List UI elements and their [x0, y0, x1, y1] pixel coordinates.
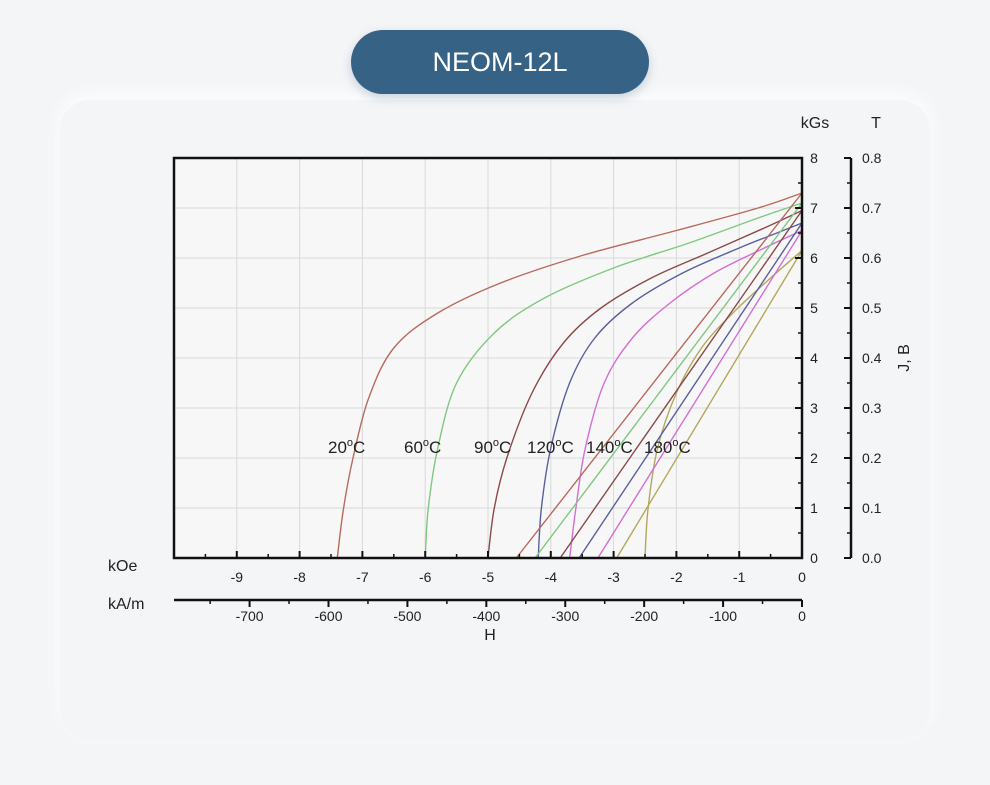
series-label-180c: 180oC [644, 437, 691, 457]
y-tick-label-tesla: 0.1 [862, 500, 882, 516]
y-tick-label-tesla: 0.7 [862, 200, 882, 216]
x-tick-label-koe: -8 [293, 569, 306, 585]
chart-curves [336, 192, 803, 559]
y-tick-label-kgs: 2 [810, 450, 818, 466]
y-tick-label-kgs: 6 [810, 250, 818, 266]
series-line-b-60c [534, 202, 803, 559]
x-tick-label-koe: -2 [670, 569, 683, 585]
x-tick-label-koe: 0 [798, 569, 806, 585]
x-tick-label-kam: -100 [709, 608, 737, 624]
x-tick-label-koe: -3 [607, 569, 620, 585]
x-tick-label-kam: -600 [314, 608, 342, 624]
x-unit-kam: kA/m [108, 596, 144, 613]
y-tick-label-tesla: 0.5 [862, 300, 882, 316]
y-tick-label-kgs: 3 [810, 400, 818, 416]
y-tick-label-tesla: 0.2 [862, 450, 882, 466]
y-tick-label-kgs: 5 [810, 300, 818, 316]
x-tick-label-kam: -400 [472, 608, 500, 624]
series-line-b-20c [515, 192, 803, 559]
series-line-j-180c [644, 249, 803, 559]
y-tick-label-tesla: 0.6 [862, 250, 882, 266]
y-tick-label-tesla: 0.8 [862, 150, 882, 166]
x-axis-title: H [484, 627, 496, 644]
x-tick-label-koe: -5 [482, 569, 495, 585]
chart-grid [174, 158, 802, 558]
chart-labels: -9 -8 -7 -6 -5 -4 -3 -2 -1 0 kOe -700 -600 -500 -400 -3… [108, 115, 913, 644]
series-label-60c: 60oC [404, 437, 441, 457]
series-label-20c: 20oC [328, 437, 365, 457]
series-line-b-90c [559, 210, 803, 559]
series-label-90c: 90oC [474, 437, 511, 457]
y-tick-label-kgs: 4 [810, 350, 818, 366]
series-line-b-180c [616, 250, 803, 559]
y-tick-label-tesla: 0.3 [862, 400, 882, 416]
x-tick-label-kam: -300 [551, 608, 579, 624]
y-unit-kgs: kGs [801, 115, 829, 132]
y-tick-label-tesla: 0.4 [862, 350, 882, 366]
x-tick-label-koe: -1 [733, 569, 746, 585]
series-line-j-90c [487, 209, 803, 559]
y-tick-label-tesla: 0.0 [862, 550, 882, 566]
series-line-j-20c [336, 192, 803, 559]
x-tick-label-koe: -9 [231, 569, 244, 585]
series-line-b-120c [578, 222, 803, 559]
y-axis-title: J, B [896, 344, 913, 372]
x-tick-label-kam: 0 [798, 608, 806, 624]
chart-axes [172, 156, 853, 607]
x-unit-koe: kOe [108, 558, 137, 575]
series-line-j-60c [424, 202, 803, 559]
series-line-b-140c [597, 230, 803, 559]
x-tick-label-koe: -7 [356, 569, 369, 585]
x-tick-label-koe: -4 [545, 569, 558, 585]
y-tick-label-kgs: 0 [810, 550, 818, 566]
y-unit-tesla: T [871, 115, 881, 132]
y-tick-label-kgs: 1 [810, 500, 818, 516]
y-tick-label-kgs: 7 [810, 200, 818, 216]
x-tick-label-kam: -500 [393, 608, 421, 624]
x-tick-label-kam: -700 [236, 608, 264, 624]
series-line-j-120c [537, 222, 803, 559]
page-title: NEOM-12L [351, 30, 649, 94]
y-tick-label-kgs: 8 [810, 150, 818, 166]
series-label-120c: 120oC [527, 437, 574, 457]
x-tick-label-kam: -200 [630, 608, 658, 624]
series-line-j-140c [568, 229, 803, 559]
x-tick-label-koe: -6 [419, 569, 432, 585]
series-label-140c: 140oC [586, 437, 633, 457]
